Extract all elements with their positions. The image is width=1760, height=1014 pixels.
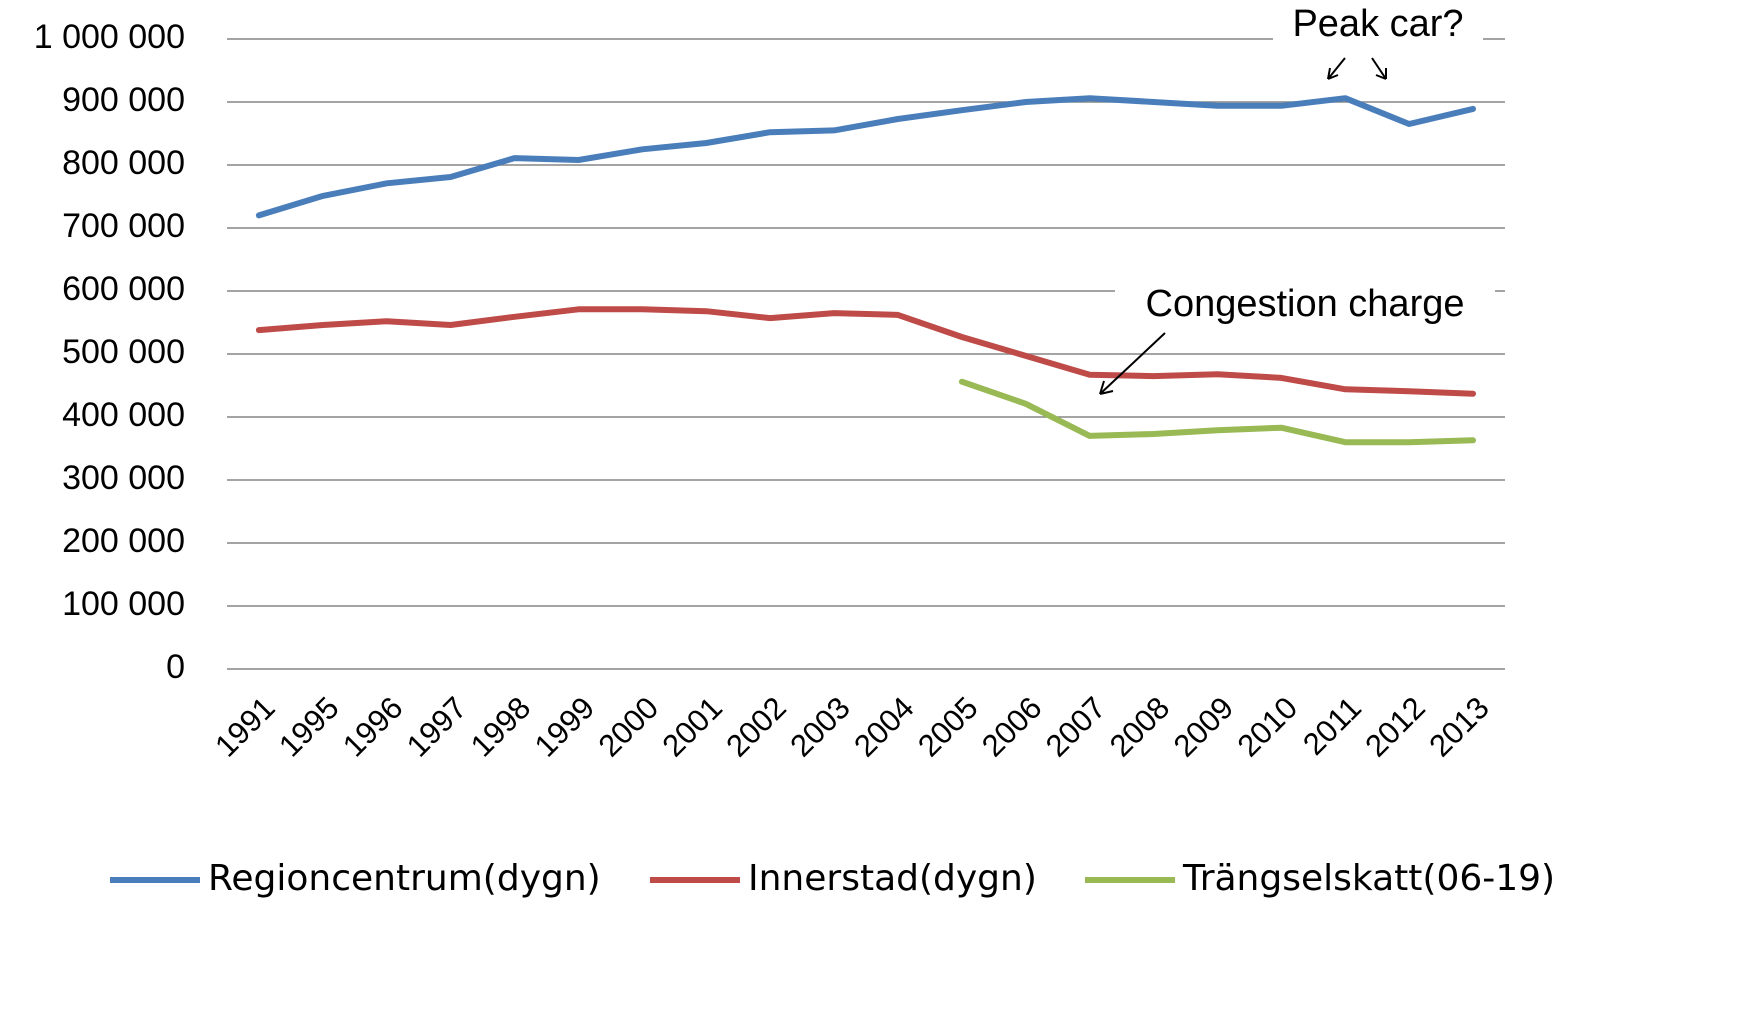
- x-tick-label: 2012: [1358, 690, 1432, 764]
- y-tick-label: 600 000: [62, 270, 185, 308]
- arrow: [1327, 57, 1346, 80]
- y-tick-label: 0: [166, 648, 185, 686]
- y-tick-label: 100 000: [62, 585, 185, 623]
- annotation-arrows: [1099, 57, 1387, 395]
- x-tick-label: 2013: [1422, 690, 1496, 764]
- x-tick-label: 1999: [528, 690, 602, 764]
- y-tick-label: 900 000: [62, 81, 185, 119]
- y-tick-label: 300 000: [62, 459, 185, 497]
- x-tick-label: 2003: [783, 690, 857, 764]
- annotation: Peak car?: [1292, 3, 1463, 45]
- x-tick-label: 2011: [1296, 690, 1368, 762]
- x-tick-label: 2010: [1231, 690, 1305, 764]
- x-tick-label: 2007: [1039, 690, 1113, 764]
- x-tick-label: 2002: [719, 690, 793, 764]
- x-tick-label: 1996: [336, 690, 410, 764]
- y-tick-label: 800 000: [62, 144, 185, 182]
- legend-label: Innerstad(dygn): [748, 858, 1037, 899]
- annotation-background: [1115, 282, 1495, 330]
- x-tick-label: 2006: [975, 690, 1049, 764]
- x-tick-label: 2000: [592, 690, 666, 764]
- series-line: [255, 95, 1476, 219]
- annotation-background: [1273, 2, 1483, 50]
- x-tick-label: 2001: [655, 690, 729, 764]
- x-tick-label: 2004: [847, 690, 921, 764]
- arrow: [1099, 332, 1166, 395]
- x-tick-label: 1995: [272, 690, 346, 764]
- legend-label: Trängselskatt(06-19): [1182, 858, 1555, 899]
- y-tick-label: 500 000: [62, 333, 185, 371]
- y-tick-label: 400 000: [62, 396, 185, 434]
- arrow: [1371, 57, 1387, 80]
- legend-label: Regioncentrum(dygn): [208, 858, 601, 899]
- series-line: [958, 378, 1476, 446]
- y-tick-label: 1 000 000: [34, 18, 185, 56]
- x-tick-label: 1991: [208, 690, 282, 764]
- plot: 0 100 000 200 000 300 000 400 000 500 000 600 …: [34, 2, 1555, 899]
- x-tick-label: 2005: [911, 690, 985, 764]
- x-tick-label: 1998: [464, 690, 538, 764]
- series-line: [255, 306, 1476, 397]
- y-tick-label: 700 000: [62, 207, 185, 245]
- x-tick-label: 1997: [400, 690, 474, 764]
- annotation: Congestion charge: [1146, 283, 1465, 325]
- x-tick-label: 2009: [1167, 690, 1241, 764]
- x-tick-label: 2008: [1103, 690, 1177, 764]
- y-tick-label: 200 000: [62, 522, 185, 560]
